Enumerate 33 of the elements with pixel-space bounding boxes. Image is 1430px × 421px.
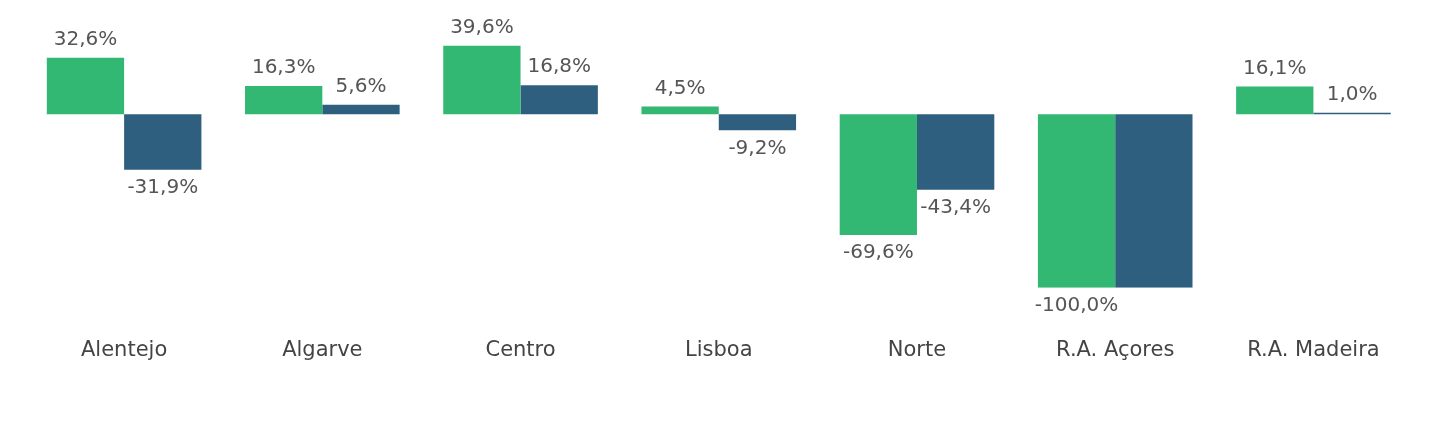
- x-tick-label: Norte: [887, 336, 947, 361]
- data-label: 39,6%: [450, 13, 514, 38]
- data-label: 16,1%: [1243, 54, 1307, 79]
- data-label: -69,6%: [842, 239, 914, 264]
- bar: [46, 57, 125, 115]
- data-label: -31,9%: [127, 173, 199, 198]
- bar: [443, 45, 521, 115]
- data-label: 32,6%: [53, 26, 118, 51]
- data-label: 16,3%: [251, 54, 316, 79]
- bar: [322, 104, 400, 115]
- data-label: 4,5%: [654, 74, 706, 99]
- bar: [1236, 86, 1314, 115]
- data-label: -100,0%: [1034, 292, 1119, 316]
- data-label: 1,0%: [1326, 80, 1378, 105]
- bar: [916, 114, 995, 190]
- data-label: -9,2%: [728, 134, 787, 159]
- bar: [124, 114, 202, 170]
- data-label: -43,4%: [920, 193, 992, 218]
- bar: [641, 106, 719, 115]
- bar: [1115, 114, 1193, 288]
- data-label: 5,6%: [335, 72, 387, 97]
- bar: [245, 86, 323, 115]
- bar: [839, 114, 917, 236]
- bar: [718, 114, 797, 131]
- x-tick-label: Algarve: [282, 336, 363, 361]
- data-label: 16,8%: [527, 53, 591, 78]
- x-tick-label: R.A. Madeira: [1247, 336, 1380, 361]
- x-tick-label: Alentejo: [80, 336, 168, 361]
- bar: [520, 85, 598, 115]
- x-tick-label: Lisboa: [685, 336, 753, 361]
- x-tick-label: R.A. Açores: [1056, 336, 1175, 361]
- bar: [1037, 114, 1116, 288]
- x-tick-label: Centro: [485, 336, 556, 361]
